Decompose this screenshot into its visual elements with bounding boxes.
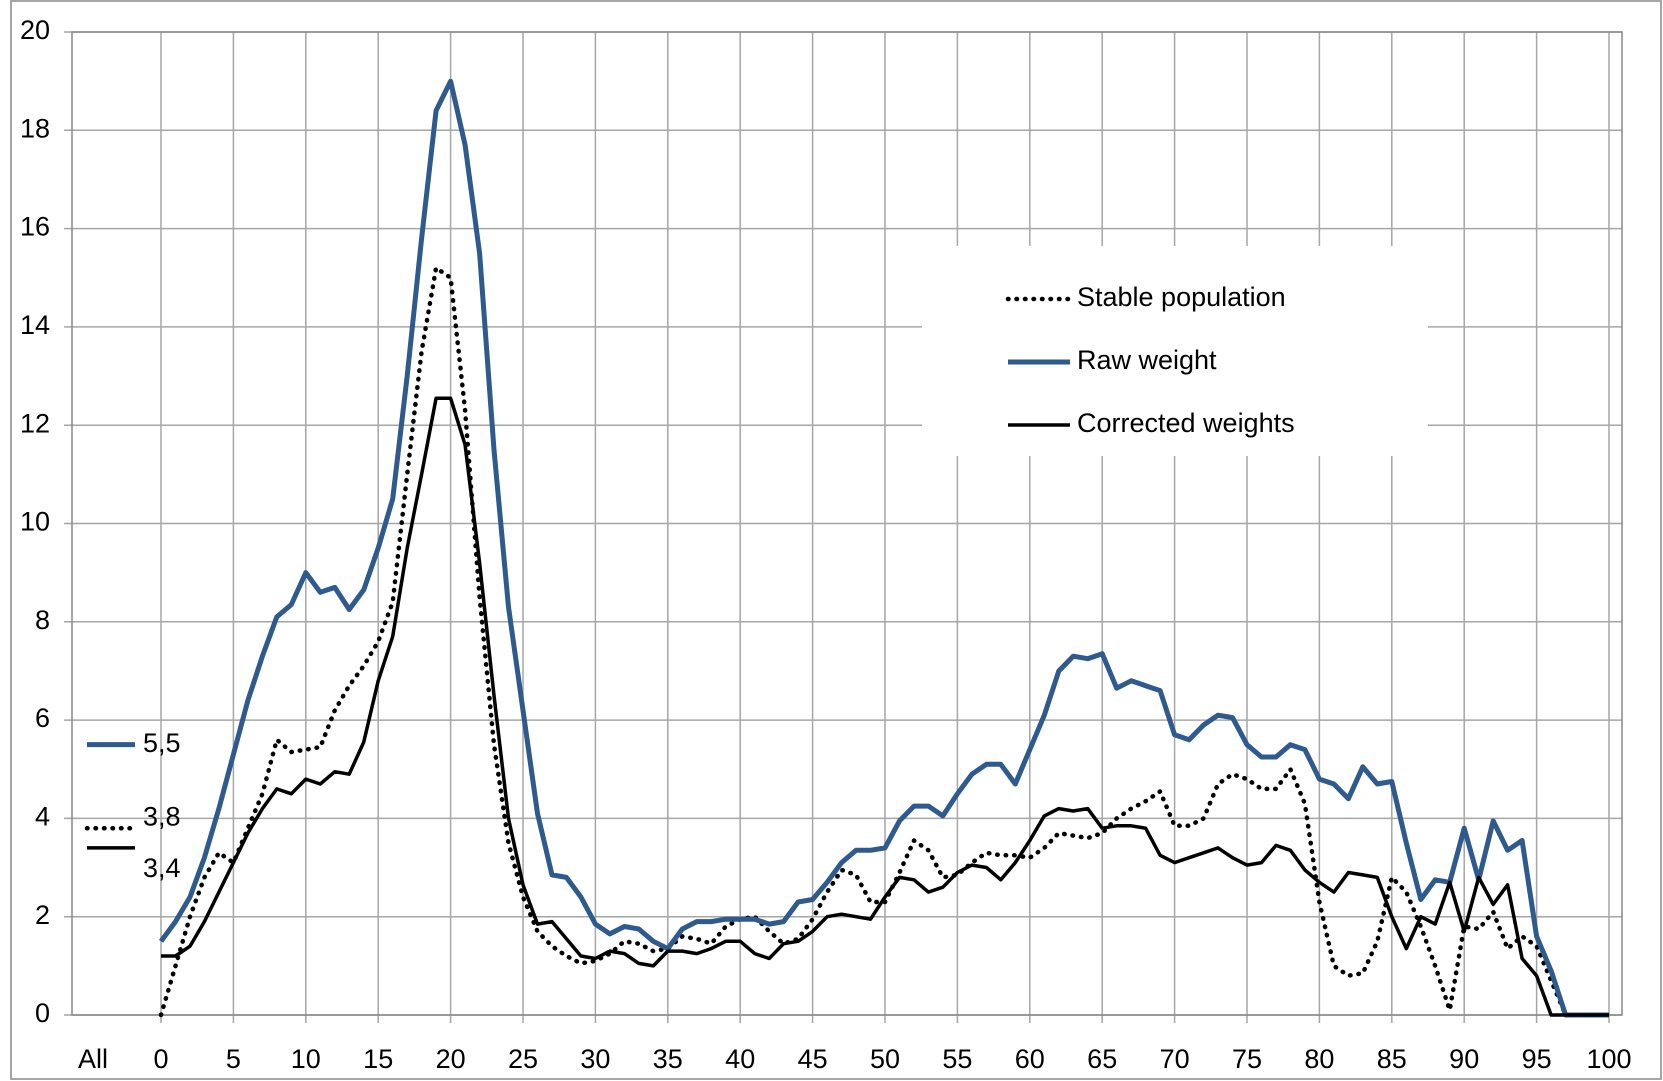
legend-label: Corrected weights (1077, 408, 1295, 438)
series-line (158, 78, 1609, 1018)
x-tick-label: 65 (1087, 1044, 1117, 1074)
legend-label: Stable population (1077, 282, 1286, 312)
y-tick-label: 0 (35, 998, 50, 1028)
x-tick-label: 5 (226, 1044, 241, 1074)
series-line (161, 396, 1609, 1017)
y-tick-label: 10 (20, 507, 50, 537)
plot-frame (71, 31, 1623, 1016)
legend-label: Raw weight (1077, 345, 1217, 375)
x-tick-label: 30 (580, 1044, 610, 1074)
y-tick-label: 18 (20, 113, 50, 143)
x-tick-label: 70 (1160, 1044, 1190, 1074)
x-tick-label: 90 (1449, 1044, 1479, 1074)
legend: Stable population Raw weight Corrected wei… (922, 246, 1428, 456)
y-tick-label: 20 (20, 15, 50, 45)
x-tick-label: 60 (1015, 1044, 1045, 1074)
y-tick-label: 16 (20, 212, 50, 242)
y-tick-label: 6 (35, 703, 50, 733)
y-tick-label: 2 (35, 900, 50, 930)
overall-label: 3,4 (143, 853, 181, 883)
series-line (158, 265, 1612, 1018)
overall-label: 5,5 (143, 728, 181, 758)
plot-lines: 3,8 5,5 3,4 (84, 78, 1612, 1018)
x-tick-label: 15 (363, 1044, 393, 1074)
overall-label: 3,8 (143, 801, 181, 831)
x-tick-label: 95 (1522, 1044, 1552, 1074)
x-tick-label: 25 (508, 1044, 538, 1074)
y-tick-label: 4 (35, 802, 50, 832)
x-tick-label: 55 (942, 1044, 972, 1074)
y-tick-label: 8 (35, 605, 50, 635)
x-tick-label: 100 (1586, 1044, 1631, 1074)
legend-box (922, 246, 1428, 456)
x-tick-label: 85 (1377, 1044, 1407, 1074)
x-tick-label: 40 (725, 1044, 755, 1074)
x-tick-label: 35 (653, 1044, 683, 1074)
x-tick-label: 0 (153, 1044, 168, 1074)
x-tick-label: 50 (870, 1044, 900, 1074)
y-tick-label: 12 (20, 408, 50, 438)
x-tick-label: 75 (1232, 1044, 1262, 1074)
x-tick-label: 80 (1304, 1044, 1334, 1074)
y-tick-label: 14 (20, 310, 50, 340)
x-tick-label: 10 (291, 1044, 321, 1074)
x-tick-label: 20 (436, 1044, 466, 1074)
x-tick-label: 45 (798, 1044, 828, 1074)
x-category-label: All (78, 1044, 108, 1074)
